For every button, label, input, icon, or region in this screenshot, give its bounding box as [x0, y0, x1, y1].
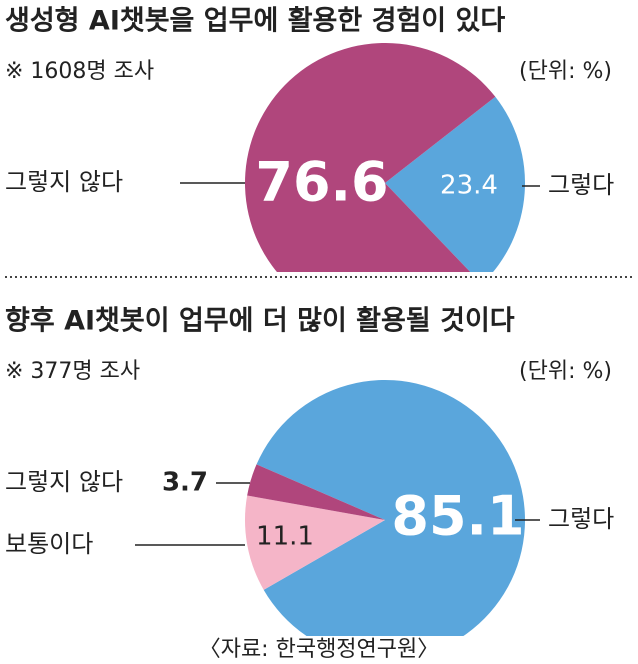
category-label: 보통이다 — [5, 530, 93, 558]
value-label: 85.1 — [391, 485, 524, 548]
value-label: 23.4 — [440, 171, 498, 201]
pie — [244, 380, 525, 636]
category-label: 그렇지 않다 — [5, 468, 123, 496]
pie-slice — [247, 464, 385, 520]
value-label: 76.6 — [255, 151, 388, 214]
subtitle: ※ 377명 조사 — [5, 359, 140, 384]
pie-slice — [385, 96, 525, 272]
source: 〈자료: 한국행정연구원〉 — [199, 637, 440, 662]
value-label: 3.7 — [162, 468, 208, 498]
pie — [245, 42, 525, 272]
value-label: 11.1 — [256, 522, 314, 552]
unit-label: (단위: %) — [519, 359, 612, 384]
pie-slice — [245, 42, 496, 272]
chart-title: 생성형 AI챗봇을 업무에 활용한 경험이 있다 — [5, 6, 505, 37]
category-label: 그렇지 않다 — [5, 168, 123, 196]
category-label: 그렇다 — [548, 505, 614, 533]
subtitle: ※ 1608명 조사 — [5, 59, 154, 84]
pie-slice — [256, 380, 525, 636]
category-label: 그렇다 — [548, 171, 614, 199]
chart-title: 향후 AI챗봇이 업무에 더 많이 활용될 것이다 — [5, 306, 515, 337]
pie-slice — [244, 495, 385, 590]
unit-label: (단위: %) — [519, 59, 612, 84]
